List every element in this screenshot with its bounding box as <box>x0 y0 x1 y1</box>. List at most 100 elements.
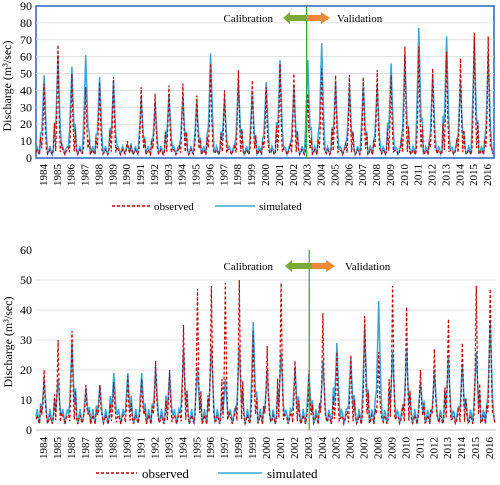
top-x-tick-label: 1989 <box>107 164 119 187</box>
top-x-tick-label: 2011 <box>413 164 425 186</box>
top-x-tick-label: 2007 <box>357 164 369 187</box>
bot-x-tick-label: 2010 <box>400 437 412 460</box>
bottom-y-tick-labels: 0 10 20 30 40 50 60 <box>20 243 32 437</box>
top-chart: 0 10 20 30 40 50 60 70 80 90 1984 1985 1986 1987 1988… <box>0 0 495 213</box>
bot-x-tick-label: 2013 <box>442 437 454 460</box>
top-y-tick-labels: 0 10 20 30 40 50 60 70 80 90 <box>20 0 32 165</box>
top-x-tick-label: 1999 <box>246 164 258 187</box>
top-plot-frame <box>35 5 495 159</box>
top-x-tick-label: 2006 <box>343 164 355 187</box>
top-x-tick-label: 1995 <box>191 164 203 187</box>
bot-x-tick-label: 2000 <box>261 437 273 460</box>
top-x-tick-label: 2004 <box>316 164 328 187</box>
bot-x-tick-label: 1984 <box>38 437 50 460</box>
top-x-tick-label: 2009 <box>385 164 397 187</box>
bot-x-tick-label: 2011 <box>414 437 426 459</box>
top-observed-line <box>35 32 494 157</box>
bottom-calibration-validation-arrow <box>285 260 335 272</box>
top-x-tick-label: 2008 <box>371 164 383 187</box>
bottom-legend-simulated-label: simulated <box>267 466 318 481</box>
top-x-tick-label: 1986 <box>66 164 78 187</box>
top-legend-simulated-label: simulated <box>259 201 302 213</box>
bot-x-tick-label: 1999 <box>247 437 259 460</box>
top-x-tick-label: 1991 <box>135 164 147 186</box>
bot-x-tick-label: 1995 <box>191 437 203 460</box>
top-calibration-label: Calibration <box>224 13 274 25</box>
top-x-tick-label: 1992 <box>149 164 161 186</box>
top-x-tick-label: 1990 <box>121 164 133 187</box>
bottom-legend: observed simulated <box>96 466 318 481</box>
bottom-simulated-line <box>35 300 496 426</box>
top-x-tick-label: 2002 <box>288 164 300 186</box>
top-x-tick-label: 2000 <box>260 164 272 187</box>
bot-y-tick-label: 10 <box>20 393 32 407</box>
top-y-tick-label: 30 <box>20 100 32 114</box>
top-y-tick-label: 20 <box>20 117 32 131</box>
top-y-tick-label: 40 <box>20 83 32 97</box>
top-x-tick-label: 2010 <box>399 164 411 187</box>
bottom-y-axis-label: Discharge (m³/sec) <box>1 296 15 387</box>
bot-x-tick-label: 1991 <box>136 437 148 459</box>
bot-x-tick-label: 2002 <box>289 437 301 459</box>
bot-y-tick-label: 0 <box>26 423 32 437</box>
bot-x-tick-label: 2001 <box>275 437 287 459</box>
top-x-tick-label: 2003 <box>302 164 314 187</box>
bot-x-tick-label: 1996 <box>205 437 217 460</box>
top-y-tick-label: 10 <box>20 134 32 148</box>
bot-x-tick-label: 1992 <box>149 437 161 459</box>
top-x-tick-label: 2013 <box>440 164 452 187</box>
bottom-x-tick-labels: 1984 1985 1986 1987 1988 1989 1990 1991 1992 1993… <box>38 437 496 460</box>
bot-x-tick-label: 2009 <box>386 437 398 460</box>
bot-x-tick-label: 2006 <box>345 437 357 460</box>
top-simulated-line <box>35 27 494 158</box>
bot-x-tick-label: 1989 <box>108 437 120 460</box>
bot-x-tick-label: 1985 <box>52 437 64 460</box>
bot-x-tick-label: 1990 <box>122 437 134 460</box>
bot-y-tick-label: 50 <box>20 273 32 287</box>
top-x-tick-label: 1994 <box>177 164 189 187</box>
top-validation-label: Validation <box>337 13 383 25</box>
bot-x-tick-label: 2008 <box>373 437 385 460</box>
bot-y-tick-label: 60 <box>20 243 32 257</box>
bot-x-tick-label: 2005 <box>331 437 343 460</box>
top-x-tick-label: 2015 <box>468 164 480 187</box>
top-legend-observed-label: observed <box>154 201 194 213</box>
bot-x-tick-label: 2007 <box>359 437 371 460</box>
top-x-tick-label: 2001 <box>274 164 286 186</box>
bot-x-tick-label: 1987 <box>80 437 92 460</box>
top-y-tick-label: 80 <box>20 16 32 30</box>
top-x-tick-label: 2012 <box>427 164 439 186</box>
bot-y-tick-label: 40 <box>20 303 32 317</box>
top-x-tick-label: 2016 <box>482 164 494 187</box>
top-y-tick-label: 60 <box>20 50 32 64</box>
bot-x-tick-label: 2016 <box>484 437 496 460</box>
top-y-tick-label: 50 <box>20 67 32 81</box>
top-x-tick-label: 1985 <box>52 164 64 187</box>
top-calibration-validation-arrow <box>283 12 330 24</box>
top-x-tick-label: 1996 <box>204 164 216 187</box>
bot-x-tick-label: 1997 <box>219 437 231 460</box>
top-x-tick-label: 1993 <box>163 164 175 187</box>
bot-x-tick-label: 1988 <box>94 437 106 460</box>
top-x-tick-label: 1984 <box>38 164 50 187</box>
bot-x-tick-label: 1998 <box>233 437 245 460</box>
top-x-tick-label: 1987 <box>80 164 92 187</box>
bot-x-tick-label: 1993 <box>163 437 175 460</box>
bot-y-tick-label: 20 <box>20 363 32 377</box>
top-x-tick-label: 1998 <box>232 164 244 187</box>
bottom-validation-label: Validation <box>345 261 391 273</box>
bot-y-tick-label: 30 <box>20 333 32 347</box>
top-x-tick-label: 2005 <box>329 164 341 187</box>
bot-x-tick-label: 2004 <box>317 437 329 460</box>
top-x-tick-label: 1997 <box>218 164 230 187</box>
top-y-tick-label: 70 <box>20 33 32 47</box>
bot-x-tick-label: 1986 <box>66 437 78 460</box>
top-x-tick-label: 2014 <box>454 164 466 187</box>
top-y-axis-label: Discharge (m³/sec) <box>0 40 14 131</box>
bot-x-tick-label: 2003 <box>303 437 315 460</box>
bot-x-tick-label: 1994 <box>177 437 189 460</box>
bot-x-tick-label: 2014 <box>456 437 468 460</box>
bot-x-tick-label: 2012 <box>428 437 440 459</box>
